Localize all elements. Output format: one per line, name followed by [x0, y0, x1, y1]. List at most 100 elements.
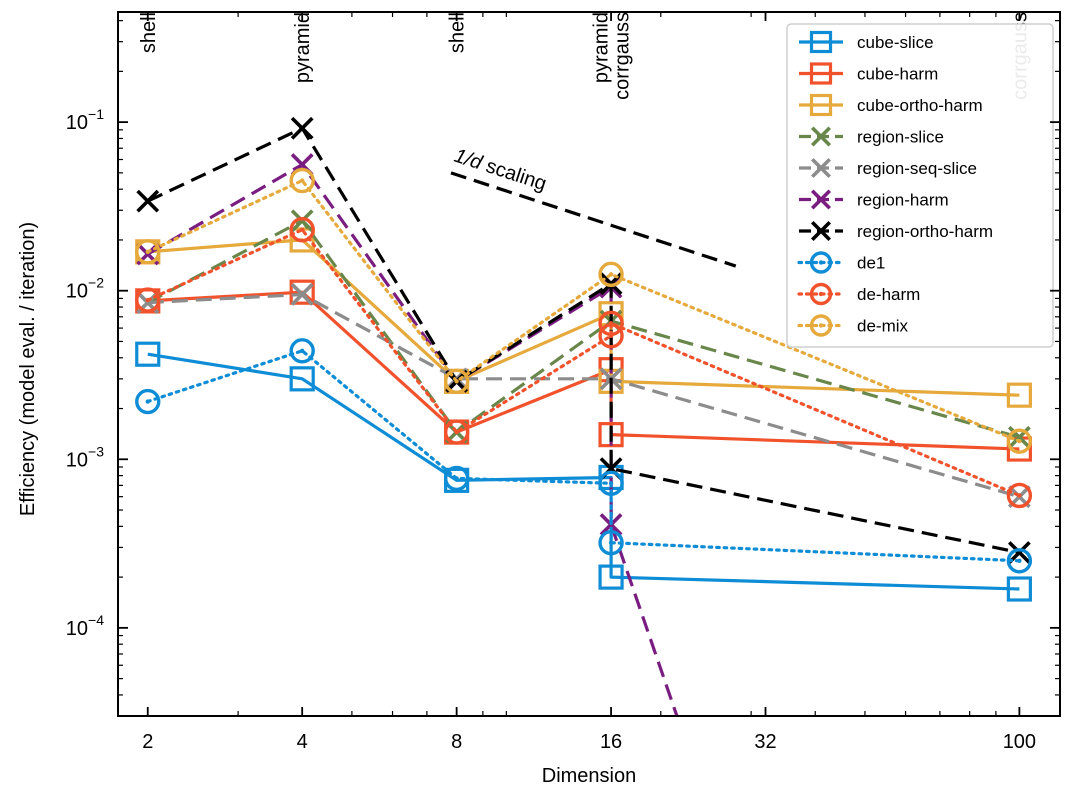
series-line-de-harm [146, 228, 1021, 498]
point-de1-4-dot [608, 540, 614, 545]
point-de-harm-0-ring [135, 287, 161, 313]
point-de1-1-dot [299, 348, 305, 354]
legend-label-region-ortho-harm: region-ortho-harm [857, 222, 993, 241]
x-tick-label-2: 2 [142, 731, 153, 753]
point-de1-5-dot [1017, 558, 1022, 563]
legend-marker-de1-ring [809, 251, 833, 274]
legend-entry-region-seq-slice: region-seq-slice [799, 157, 977, 179]
annotation-2-line-0: shell [447, 12, 469, 53]
point-cube-slice-4 [598, 564, 624, 590]
legend-marker-de-mix [809, 314, 833, 337]
annotation-0-line-0: shell [138, 12, 160, 53]
point-de-harm-4-ring [598, 310, 624, 337]
point-de-harm-2 [443, 419, 470, 445]
point-de-harm-1-dot [299, 227, 305, 232]
series-de-harm [135, 217, 1033, 509]
point-de-mix-4-ring [1006, 428, 1033, 454]
point-de-harm-4 [598, 310, 624, 337]
point-de-mix-1-dot [299, 178, 305, 183]
point-de-mix-0 [135, 239, 161, 265]
legend-marker-cube-harm [809, 62, 833, 85]
point-de1-3 [598, 470, 624, 497]
legend-label-de-mix: de-mix [857, 317, 909, 336]
point-de-mix-0-dot [145, 249, 150, 255]
legend-marker-cube-slice [809, 30, 833, 54]
legend: cube-slice cube-harm cube-ortho-harm region… [786, 23, 1054, 348]
point-de-harm-5-dot [1017, 493, 1022, 498]
legend-marker-de1 [809, 251, 833, 274]
point-de-mix-4-dot [1017, 439, 1022, 444]
y-tick-label-2: 10−2 [66, 275, 104, 303]
point-de-harm-5-ring [1006, 482, 1033, 509]
point-region-ortho-harm-1 [290, 116, 314, 140]
annotation-3-line-1: corrgauss [612, 12, 634, 100]
x-tick-label-16: 16 [600, 731, 622, 753]
x-axis-label: Dimension [542, 765, 636, 787]
legend-marker-de-mix-dot [818, 323, 824, 328]
legend-box [786, 23, 1054, 348]
legend-marker-region-ortho-harm [810, 220, 832, 242]
point-de1-5 [1006, 548, 1033, 574]
legend-label-de1: de1 [857, 254, 885, 273]
legend-marker-de-harm [809, 282, 833, 306]
legend-label-region-harm: region-harm [857, 191, 949, 210]
point-de-mix-0-ring [135, 239, 161, 265]
plot-frame [117, 11, 1061, 717]
series-region-harm [136, 153, 679, 716]
y-axis-label: Efficiency (model eval. / iteration) [17, 222, 39, 516]
point-de-harm-0-dot [145, 297, 150, 303]
point-de1-2-ring [443, 465, 470, 492]
point-de-harm-1-ring [289, 217, 315, 243]
legend-entry-region-slice: region-slice [799, 126, 944, 147]
scaling-label-text: scaling [478, 153, 549, 195]
point-cube-harm-1 [289, 279, 315, 305]
point-cube-slice-1 [289, 366, 315, 392]
y-tick-label-0: 10−4 [66, 612, 104, 640]
point-region-ortho-harm-5 [1007, 541, 1031, 564]
point-de-harm-1 [289, 217, 315, 243]
x-tick-label-8: 8 [451, 731, 462, 753]
point-region-ortho-harm-0 [136, 189, 160, 213]
point-cube-slice-5 [1006, 576, 1032, 602]
annotation-3-line-0: pyramid [591, 12, 613, 83]
series-de1 [135, 338, 1033, 574]
point-de1-4 [598, 529, 624, 556]
point-de1-5-ring [1006, 548, 1033, 574]
legend-label-region-slice: region-slice [857, 128, 944, 147]
legend-label-de-harm: de-harm [857, 285, 920, 304]
legend-label-cube-slice: cube-slice [857, 33, 934, 52]
y-tick-label-1: 10−3 [66, 443, 104, 471]
point-de-mix-2-ring [443, 368, 470, 395]
point-de-mix-4 [1006, 428, 1033, 454]
annotation-1-line-0: pyramid [292, 12, 314, 83]
point-de-mix-3 [598, 261, 624, 288]
point-de1-0-ring [135, 388, 161, 415]
point-de-harm-4-dot [608, 321, 614, 326]
legend-marker-de-harm-ring [809, 282, 833, 306]
point-cube-slice-0 [135, 341, 161, 367]
point-de-mix-2-dot [454, 379, 459, 384]
legend-label-region-seq-slice: region-seq-slice [857, 159, 977, 178]
legend-entry-cube-slice: cube-slice [799, 30, 934, 54]
legend-label-cube-ortho-harm: cube-ortho-harm [857, 96, 983, 115]
legend-entry-cube-ortho-harm: cube-ortho-harm [799, 93, 983, 117]
axes: 2 4 8 16 32 100 10−4 10−3 10−2 10−1 Dimension Effic… [17, 11, 1061, 787]
point-de-harm-0 [135, 287, 161, 313]
point-region-seq-slice-1 [290, 283, 314, 306]
legend-entry-de-mix: de-mix [797, 314, 909, 337]
legend-label-cube-harm: cube-harm [857, 65, 938, 84]
legend-marker-cube-ortho-harm [809, 93, 833, 117]
point-de1-1 [289, 338, 315, 364]
point-de-mix-1 [289, 167, 315, 194]
point-de-mix-3-ring [598, 261, 624, 288]
legend-marker-de1-dot [818, 260, 824, 265]
scaling-line [450, 171, 737, 268]
point-de-mix-2 [443, 368, 470, 395]
point-de-mix-1-ring [289, 167, 315, 194]
series-line-cube-harm [147, 290, 1020, 451]
point-de-harm-5 [1006, 482, 1033, 509]
x-tick-label-4: 4 [297, 731, 308, 753]
legend-marker-de-mix-ring [809, 314, 833, 337]
legend-entry-de-harm: de-harm [797, 282, 920, 306]
